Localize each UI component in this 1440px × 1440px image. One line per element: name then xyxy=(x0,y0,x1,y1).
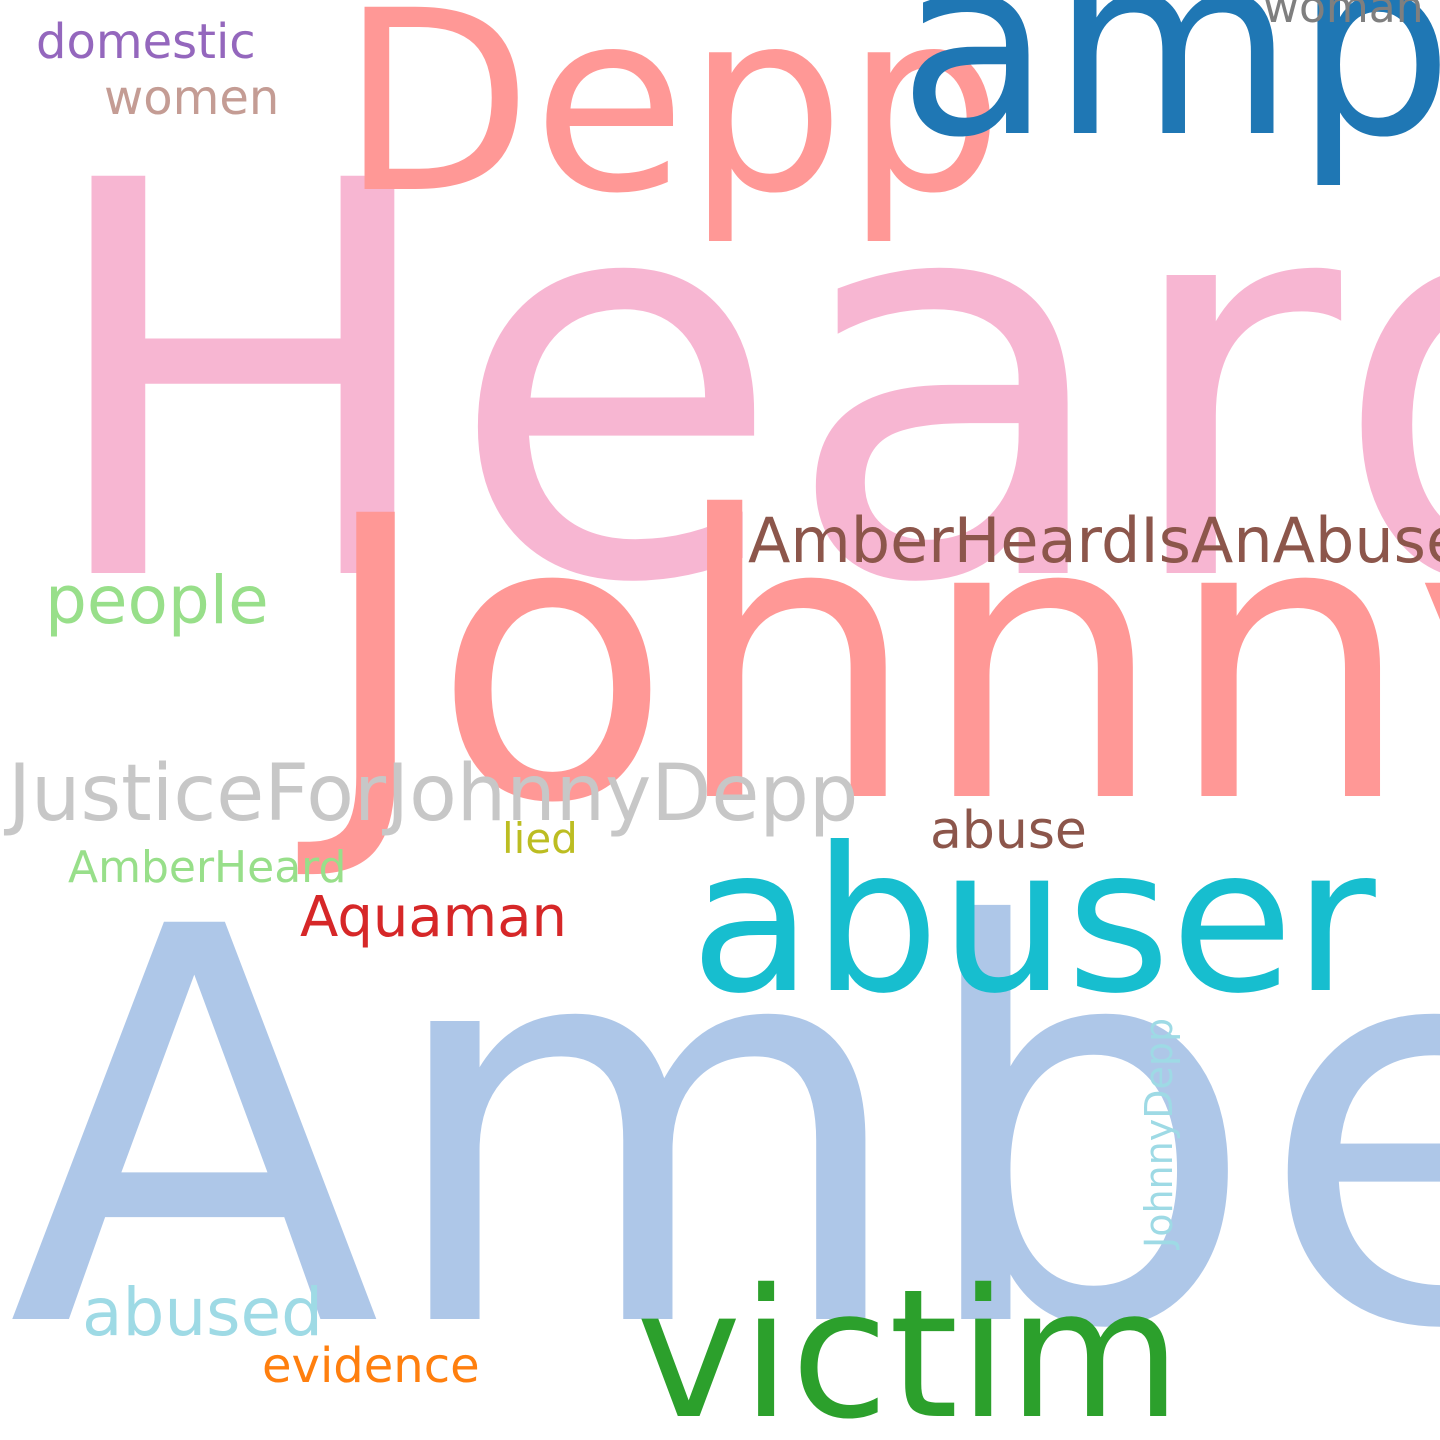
word-amberheardisanabuser: AmberHeardIsAnAbuser xyxy=(748,504,1440,577)
word-people: people xyxy=(45,562,269,639)
word-aquaman: Aquaman xyxy=(300,885,568,950)
word-victim: victim xyxy=(636,1251,1182,1440)
word-depp: Depp xyxy=(340,0,1004,248)
word-evidence: evidence xyxy=(262,1338,480,1394)
word-amp: amp xyxy=(898,0,1440,192)
word-johnnydepp: JohnnyDepp xyxy=(1137,1017,1181,1248)
word-women: women xyxy=(104,70,280,126)
word-abused: abused xyxy=(82,1274,324,1351)
word-woman: woman xyxy=(1263,0,1424,33)
word-heard: Heard xyxy=(38,67,1440,702)
word-abuser: abuser xyxy=(690,805,1376,1038)
word-amber: Amber xyxy=(8,813,1440,1440)
word-abuse: abuse xyxy=(930,801,1087,861)
word-johnny: Johnny xyxy=(318,434,1440,888)
word-amberheard: AmberHeard xyxy=(68,842,347,893)
word-justiceforjohnnydepp: JusticeForJohnnyDepp xyxy=(8,749,859,839)
word-domestic: domestic xyxy=(36,14,256,70)
word-lied: lied xyxy=(502,814,578,863)
